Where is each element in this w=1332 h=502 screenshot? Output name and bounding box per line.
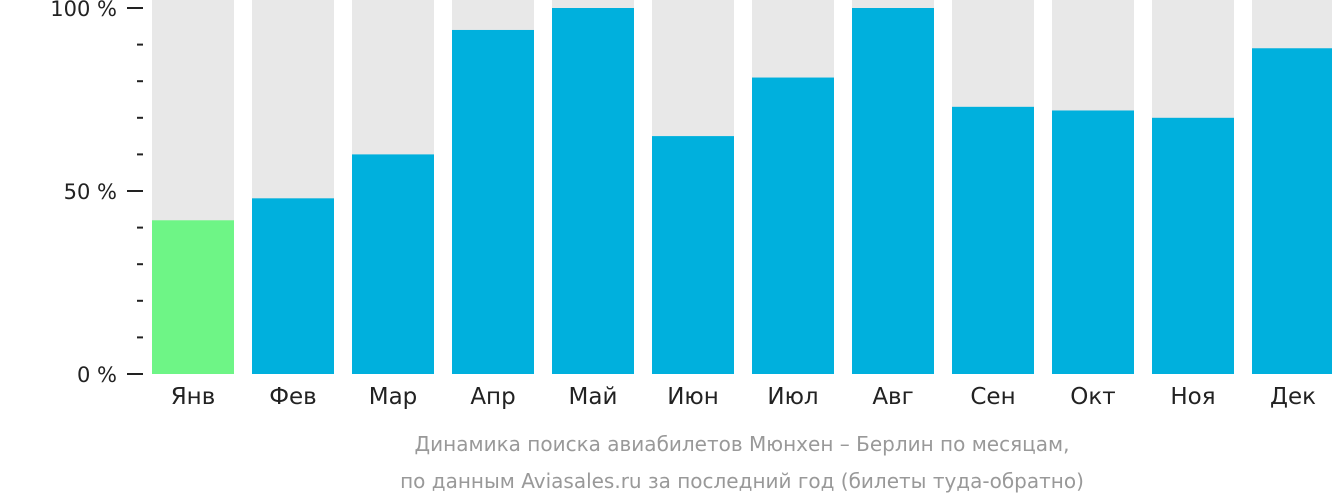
bar [1052, 110, 1134, 374]
x-tick-label: Ноя [1170, 384, 1215, 410]
data-bars [152, 8, 1332, 375]
x-tick-label: Июл [767, 384, 818, 410]
y-tick-label: 0 % [77, 363, 117, 387]
x-tick-label: Мар [369, 384, 418, 410]
x-tick-label: Дек [1270, 384, 1316, 410]
x-tick-label: Янв [171, 384, 216, 410]
bar [552, 8, 634, 374]
x-tick-label: Апр [470, 384, 515, 410]
x-tick-label: Окт [1070, 384, 1115, 410]
x-tick-label: Июн [667, 384, 719, 410]
bar [752, 77, 834, 374]
bar [452, 29, 534, 375]
x-axis-labels: Янв Фев Мар Апр Май Июн Июл Авг Сен Окт Ноя Дек [171, 384, 1316, 410]
chart-caption-line-1: Динамика поиска авиабилетов Мюнхен – Бер… [415, 432, 1070, 456]
bar [352, 154, 434, 374]
y-tick-label: 50 % [64, 180, 117, 204]
bar [152, 220, 234, 374]
bar [1252, 48, 1332, 374]
x-tick-label: Сен [970, 384, 1015, 410]
x-tick-label: Авг [872, 384, 913, 410]
x-tick-label: Май [569, 384, 618, 410]
chart-caption-line-2: по данным Aviasales.ru за последний год … [400, 469, 1084, 493]
y-tick-label: 100 % [50, 0, 117, 21]
bar [1152, 117, 1234, 375]
bar [652, 136, 734, 374]
y-axis: 0 % 50 % 100 % [50, 0, 143, 387]
bar [852, 8, 934, 374]
bar [252, 198, 334, 374]
bar [952, 106, 1034, 374]
x-tick-label: Фев [269, 384, 317, 410]
